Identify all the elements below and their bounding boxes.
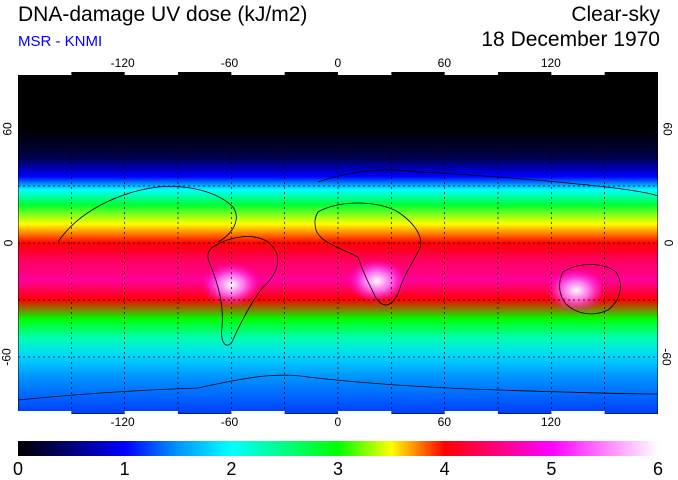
lon-tick-label: 0 [334, 56, 342, 70]
colorbar [18, 441, 658, 456]
lon-tick-label: 60 [437, 56, 452, 70]
lon-tick-label: -120 [110, 56, 135, 70]
lat-tick-label: 0 [660, 239, 675, 247]
colorbar-tick-label: 4 [439, 459, 450, 479]
lon-tick-label: 120 [540, 415, 561, 429]
chart-title: DNA-damage UV dose (kJ/m2) [18, 3, 308, 26]
map-frame [18, 72, 658, 414]
lon-tick-label: 60 [437, 415, 452, 429]
source-label: MSR - KNMI [18, 33, 103, 50]
frame-tick-bottom [231, 411, 285, 414]
frame-tick-top [18, 72, 72, 75]
sky-condition-label: Clear-sky [571, 3, 660, 26]
lat-tick-label: -60 [659, 348, 674, 366]
frame-tick-bottom [444, 411, 498, 414]
frame-tick-top [551, 72, 605, 75]
uv-dose-map [18, 72, 658, 414]
frame-tick-bottom [551, 411, 605, 414]
frame-tick-top [124, 72, 178, 75]
frame-tick-bottom [18, 411, 72, 414]
frame-tick-bottom [338, 411, 392, 414]
lat-tick-label: 60 [0, 122, 15, 136]
date-label: 18 December 1970 [481, 28, 660, 51]
colorbar-tick-label: 1 [119, 459, 130, 479]
lon-tick-label: 120 [540, 56, 561, 70]
lon-tick-label: 0 [334, 415, 342, 429]
hotspot-australia [546, 268, 607, 313]
colorbar-tick-label: 3 [333, 459, 344, 479]
colorbar-tick-label: 6 [653, 459, 664, 479]
lat-tick-label: 60 [660, 122, 675, 136]
frame-tick-top [444, 72, 498, 75]
coastlines [18, 169, 658, 401]
colorbar-tick-label: 0 [13, 459, 24, 479]
lat-tick-label: 0 [0, 239, 15, 247]
lon-tick-label: -60 [220, 415, 239, 429]
lat-tick-label: -60 [0, 348, 14, 366]
frame-tick-top [338, 72, 392, 75]
colorbar-tick-label: 2 [226, 459, 237, 479]
lon-tick-label: -120 [110, 415, 135, 429]
colorbar-tick-label: 5 [546, 459, 557, 479]
hotspot-south-america [201, 262, 262, 307]
frame-tick-top [231, 72, 285, 75]
lon-tick-label: -60 [220, 56, 239, 70]
frame-tick-bottom [124, 411, 178, 414]
hotspot-southern-africa [347, 259, 408, 303]
